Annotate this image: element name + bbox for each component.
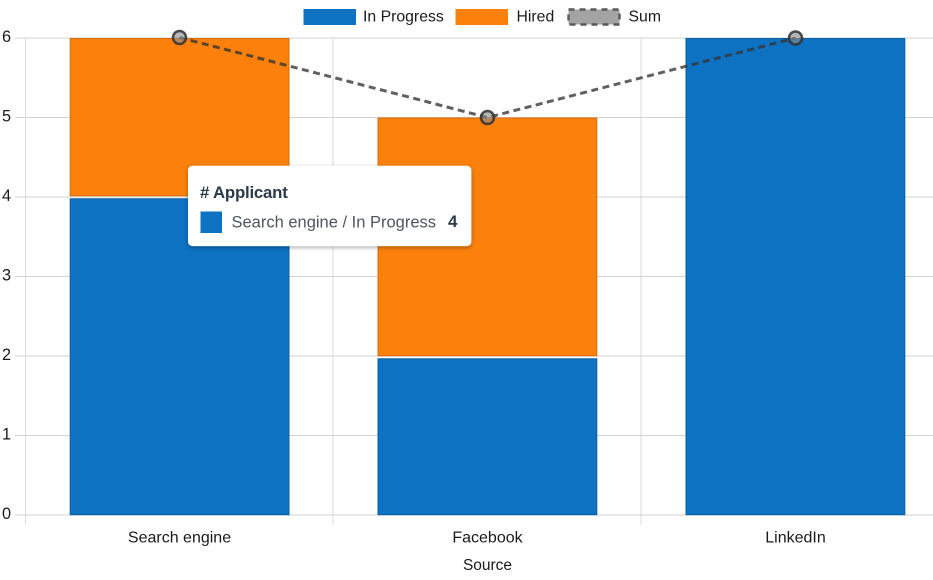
svg-text:6: 6 xyxy=(2,28,11,46)
svg-text:# Applicant: # Applicant xyxy=(200,183,288,202)
svg-text:4: 4 xyxy=(448,212,458,231)
svg-text:1: 1 xyxy=(2,426,11,444)
svg-text:2: 2 xyxy=(2,346,11,364)
svg-text:LinkedIn: LinkedIn xyxy=(765,530,826,547)
svg-text:3: 3 xyxy=(2,267,11,285)
svg-text:5: 5 xyxy=(2,108,11,126)
svg-text:Source: Source xyxy=(463,557,512,574)
svg-text:0: 0 xyxy=(2,505,11,523)
svg-text:In Progress: In Progress xyxy=(363,9,444,26)
svg-text:4: 4 xyxy=(2,187,11,205)
svg-text:Search engine: Search engine xyxy=(128,530,231,547)
svg-text:Facebook: Facebook xyxy=(452,530,523,547)
svg-text:Hired: Hired xyxy=(517,9,555,26)
svg-text:Search engine / In Progress: Search engine / In Progress xyxy=(232,214,437,232)
svg-text:Sum: Sum xyxy=(629,9,661,26)
